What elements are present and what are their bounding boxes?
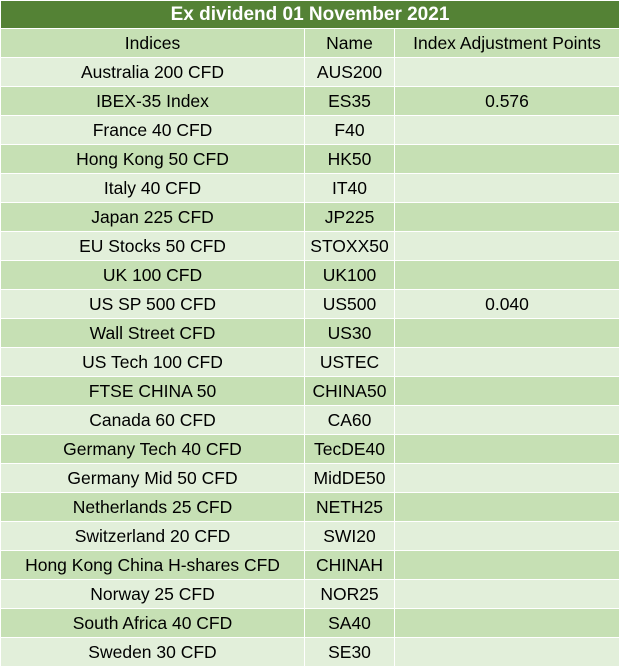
cell-name: MidDE50 [305, 464, 395, 493]
header-row: Indices Name Index Adjustment Points [1, 29, 619, 58]
cell-index: Norway 25 CFD [1, 580, 305, 609]
cell-index: France 40 CFD [1, 116, 305, 145]
cell-index: FTSE CHINA 50 [1, 377, 305, 406]
cell-adjustment-points [395, 145, 619, 174]
cell-name: TecDE40 [305, 435, 395, 464]
cell-adjustment-points [395, 116, 619, 145]
cell-name: US30 [305, 319, 395, 348]
cell-index: Germany Tech 40 CFD [1, 435, 305, 464]
cell-adjustment-points [395, 406, 619, 435]
cell-adjustment-points: 0.040 [395, 290, 619, 319]
cell-name: ES35 [305, 87, 395, 116]
cell-index: IBEX-35 Index [1, 87, 305, 116]
cell-name: CHINAH [305, 551, 395, 580]
cell-index: UK 100 CFD [1, 261, 305, 290]
cell-index: EU Stocks 50 CFD [1, 232, 305, 261]
cell-index: Germany Mid 50 CFD [1, 464, 305, 493]
cell-adjustment-points [395, 522, 619, 551]
cell-adjustment-points [395, 232, 619, 261]
cell-adjustment-points [395, 551, 619, 580]
cell-name: CHINA50 [305, 377, 395, 406]
cell-name: NOR25 [305, 580, 395, 609]
cell-adjustment-points [395, 493, 619, 522]
cell-index: Sweden 30 CFD [1, 638, 305, 667]
cell-index: Australia 200 CFD [1, 58, 305, 87]
cell-adjustment-points [395, 58, 619, 87]
cell-index: Netherlands 25 CFD [1, 493, 305, 522]
cell-name: USTEC [305, 348, 395, 377]
cell-adjustment-points [395, 464, 619, 493]
cell-name: US500 [305, 290, 395, 319]
cell-index: South Africa 40 CFD [1, 609, 305, 638]
cell-name: HK50 [305, 145, 395, 174]
cell-index: Italy 40 CFD [1, 174, 305, 203]
cell-adjustment-points [395, 348, 619, 377]
cell-adjustment-points [395, 261, 619, 290]
table-title: Ex dividend 01 November 2021 [1, 1, 619, 29]
cell-adjustment-points [395, 609, 619, 638]
cell-adjustment-points [395, 638, 619, 667]
cell-name: F40 [305, 116, 395, 145]
cell-name: JP225 [305, 203, 395, 232]
title-row: Ex dividend 01 November 2021 [1, 1, 619, 29]
header-name: Name [305, 29, 395, 58]
cell-index: Hong Kong China H-shares CFD [1, 551, 305, 580]
cell-adjustment-points [395, 174, 619, 203]
cell-name: SE30 [305, 638, 395, 667]
cell-index: Canada 60 CFD [1, 406, 305, 435]
cell-name: CA60 [305, 406, 395, 435]
cell-name: IT40 [305, 174, 395, 203]
cell-adjustment-points [395, 319, 619, 348]
cell-name: STOXX50 [305, 232, 395, 261]
cell-adjustment-points [395, 580, 619, 609]
cell-index: Hong Kong 50 CFD [1, 145, 305, 174]
cell-name: NETH25 [305, 493, 395, 522]
cell-index: Switzerland 20 CFD [1, 522, 305, 551]
cell-index: Japan 225 CFD [1, 203, 305, 232]
cell-index: US Tech 100 CFD [1, 348, 305, 377]
cell-index: Wall Street CFD [1, 319, 305, 348]
cell-adjustment-points [395, 203, 619, 232]
cell-index: US SP 500 CFD [1, 290, 305, 319]
cell-adjustment-points: 0.576 [395, 87, 619, 116]
cell-adjustment-points [395, 435, 619, 464]
cell-adjustment-points [395, 377, 619, 406]
header-indices: Indices [1, 29, 305, 58]
cell-name: SA40 [305, 609, 395, 638]
cell-name: AUS200 [305, 58, 395, 87]
header-adjustment-points: Index Adjustment Points [395, 29, 619, 58]
cell-name: SWI20 [305, 522, 395, 551]
cell-name: UK100 [305, 261, 395, 290]
